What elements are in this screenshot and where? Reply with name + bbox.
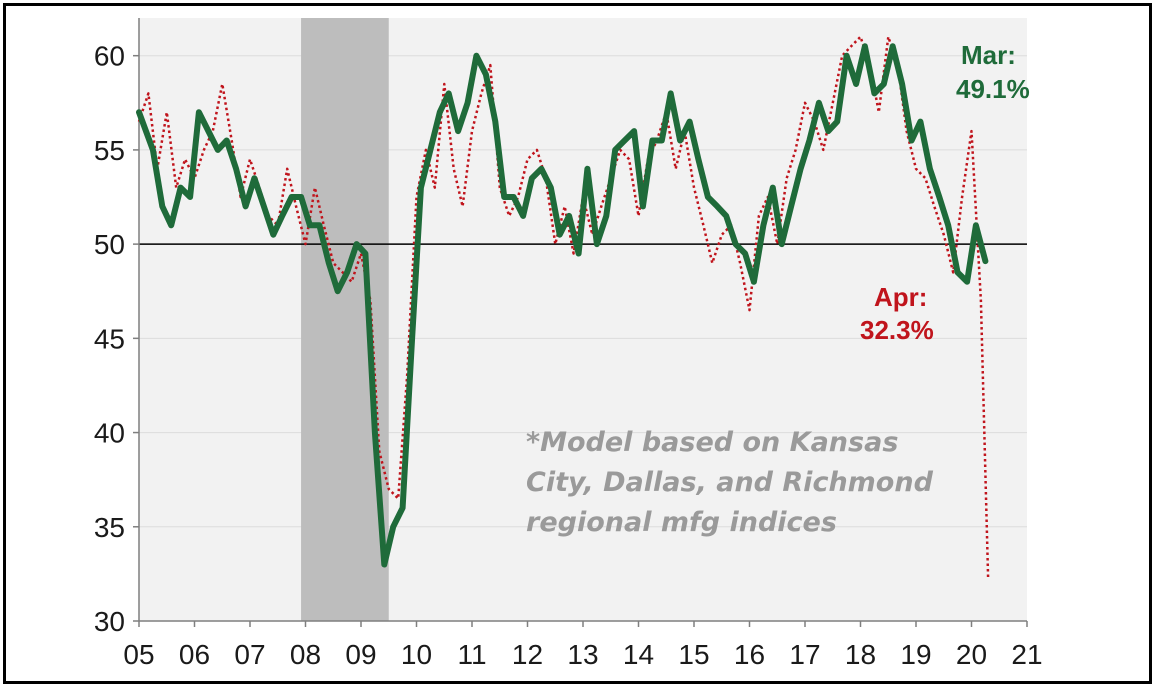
plot-area	[139, 18, 1027, 621]
series-line-dotted-red	[137, 35, 990, 578]
note-line-2: City, Dallas, and Richmond	[526, 467, 934, 498]
x-tick-label: 15	[678, 639, 709, 670]
x-tick-label: 06	[179, 639, 210, 670]
mar-label: Mar:	[961, 40, 1016, 70]
x-tick-label: 11	[457, 639, 486, 670]
apr-label: Apr:	[874, 282, 927, 312]
x-tick-label: 20	[956, 639, 987, 670]
x-tick-label: 17	[789, 639, 820, 670]
apr-value: 32.3%	[860, 315, 934, 345]
recession-shade	[301, 18, 389, 621]
mar-value: 49.1%	[956, 74, 1030, 104]
y-tick-label: 60	[94, 41, 125, 72]
note-line-1: *Model based on Kansas	[526, 427, 898, 458]
x-tick-label: 12	[512, 639, 543, 670]
y-tick-label: 40	[94, 418, 125, 449]
x-tick-label: 10	[401, 639, 432, 670]
chart-svg: 30 35 40 45 50 55 60 05 06 07 08 09 10 11 12 13 14 15 16 17…	[94, 18, 1043, 670]
chart-frame: 30 35 40 45 50 55 60 05 06 07 08 09 10 11 12 13 14 15 16 17…	[3, 3, 1152, 684]
x-tick-label: 19	[900, 639, 931, 670]
x-tick-label: 13	[567, 639, 598, 670]
x-tick-label: 07	[234, 639, 265, 670]
y-tick-label: 50	[94, 229, 125, 260]
x-tick-label: 09	[345, 639, 376, 670]
x-tick-label: 08	[290, 639, 321, 670]
x-tick-label: 14	[623, 639, 654, 670]
series-layer	[136, 35, 990, 578]
note-line-3: regional mfg indices	[526, 507, 837, 538]
x-tick-label: 21	[1011, 639, 1042, 670]
series-line-solid-green	[136, 43, 989, 568]
x-tick-label: 05	[123, 639, 154, 670]
x-tick-label: 18	[845, 639, 876, 670]
y-tick-label: 35	[94, 512, 125, 543]
y-tick-label: 45	[94, 323, 125, 354]
y-tick-label: 55	[94, 135, 125, 166]
x-tick-label: 16	[734, 639, 765, 670]
y-tick-label: 30	[94, 606, 125, 637]
tick-labels: 30 35 40 45 50 55 60 05 06 07 08 09 10 11 12 13 14 15 16 17…	[94, 41, 1043, 670]
